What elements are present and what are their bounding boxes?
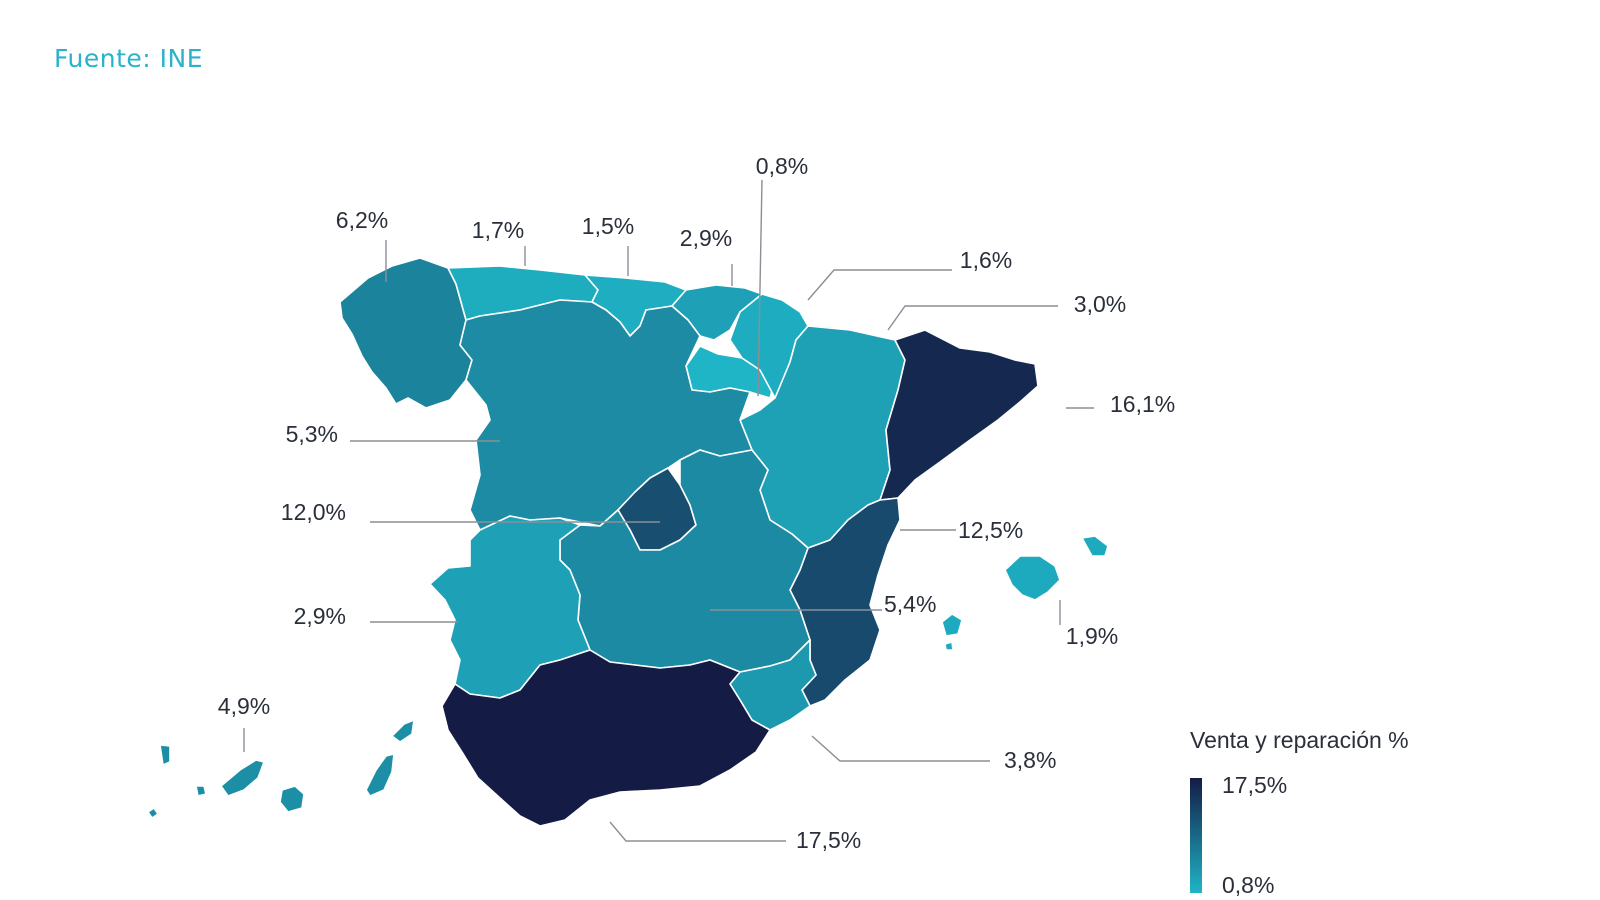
value-label-valencia: 12,5% xyxy=(958,517,1023,543)
region-shape-canarias xyxy=(195,785,207,797)
value-label-castilla-leon: 5,3% xyxy=(286,421,338,447)
value-label-madrid: 12,0% xyxy=(281,499,346,525)
value-label-extremadura: 2,9% xyxy=(294,603,346,629)
legend-max-label: 17,5% xyxy=(1222,772,1287,798)
region-baleares xyxy=(941,535,1109,651)
region-andalucia xyxy=(441,649,771,827)
leader-line-aragon xyxy=(887,305,1058,331)
region-shape-galicia xyxy=(339,257,473,409)
region-shape-canarias xyxy=(159,744,171,766)
leader-line-murcia xyxy=(811,735,990,762)
region-shape-canarias xyxy=(147,807,159,819)
value-label-pais-vasco: 2,9% xyxy=(680,225,732,251)
region-shape-canarias xyxy=(220,759,265,797)
value-label-cantabria: 1,5% xyxy=(582,213,634,239)
region-shape-baleares xyxy=(1004,555,1061,601)
value-label-canarias: 4,9% xyxy=(218,693,270,719)
leader-line-navarra xyxy=(807,269,952,301)
region-canarias xyxy=(147,719,415,819)
value-label-andalucia: 17,5% xyxy=(796,827,861,853)
region-galicia xyxy=(339,257,473,409)
region-shape-baleares xyxy=(1081,535,1109,557)
region-shape-baleares xyxy=(944,641,954,651)
region-shape-canarias xyxy=(365,753,395,797)
leader-line-andalucia xyxy=(609,821,786,842)
value-label-asturias: 1,7% xyxy=(472,217,524,243)
region-shape-canarias xyxy=(279,785,305,813)
legend-color-scale xyxy=(1190,778,1202,893)
value-label-cataluna: 16,1% xyxy=(1110,391,1175,417)
source-note: Fuente: INE xyxy=(54,44,204,73)
region-shape-baleares xyxy=(941,613,963,637)
region-cataluna xyxy=(879,329,1039,501)
value-label-aragon: 3,0% xyxy=(1074,291,1126,317)
value-label-galicia: 6,2% xyxy=(336,207,388,233)
value-label-navarra: 1,6% xyxy=(960,247,1012,273)
region-shape-andalucia xyxy=(441,649,771,827)
region-shape-cataluna xyxy=(879,329,1039,501)
legend-min-label: 0,8% xyxy=(1222,872,1274,898)
region-shape-canarias xyxy=(391,719,415,743)
legend: Venta y reparación % 17,5% 0,8% xyxy=(1190,727,1409,898)
value-label-la-rioja: 0,8% xyxy=(756,153,808,179)
value-label-baleares: 1,9% xyxy=(1066,623,1118,649)
value-label-castilla-la-mancha: 5,4% xyxy=(884,591,936,617)
value-label-murcia: 3,8% xyxy=(1004,747,1056,773)
legend-title: Venta y reparación % xyxy=(1190,727,1409,753)
leader-line-la-rioja xyxy=(757,179,763,397)
